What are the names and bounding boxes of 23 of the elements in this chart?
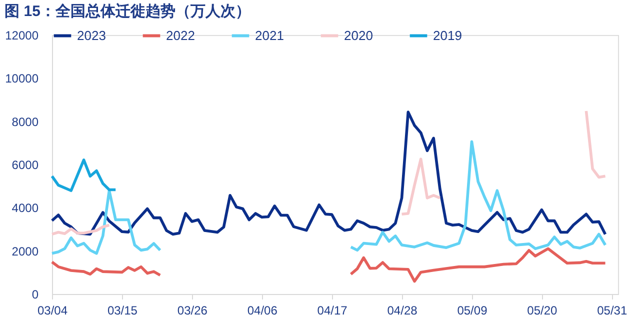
y-tick-label: 2000 xyxy=(12,244,39,258)
x-tick-label: 03/26 xyxy=(177,304,208,318)
x-tick-label: 04/06 xyxy=(247,304,278,318)
x-tick-label: 05/31 xyxy=(597,304,628,318)
legend-label: 2019 xyxy=(433,28,462,43)
y-tick-label: 10000 xyxy=(5,72,39,86)
legend-label: 2021 xyxy=(255,28,284,43)
y-tick-label: 4000 xyxy=(12,201,39,216)
chart-title: 图 15：全国总体迁徙趋势（万人次） xyxy=(4,2,250,20)
x-tick-label: 03/04 xyxy=(37,304,68,318)
legend-label: 2020 xyxy=(344,28,373,43)
x-tick-label: 03/15 xyxy=(107,304,138,318)
legend-label: 2022 xyxy=(166,28,195,43)
legend-label: 2023 xyxy=(77,28,106,43)
y-tick-label: 0 xyxy=(32,288,39,302)
y-tick-label: 6000 xyxy=(12,158,39,172)
x-tick-label: 05/20 xyxy=(527,304,558,318)
line-series xyxy=(50,158,117,192)
y-tick-label: 8000 xyxy=(12,114,39,129)
x-tick-label: 04/17 xyxy=(317,304,348,318)
x-tick-label: 05/09 xyxy=(457,304,488,318)
y-tick-label: 12000 xyxy=(5,28,39,42)
x-tick-label: 04/28 xyxy=(387,304,418,318)
